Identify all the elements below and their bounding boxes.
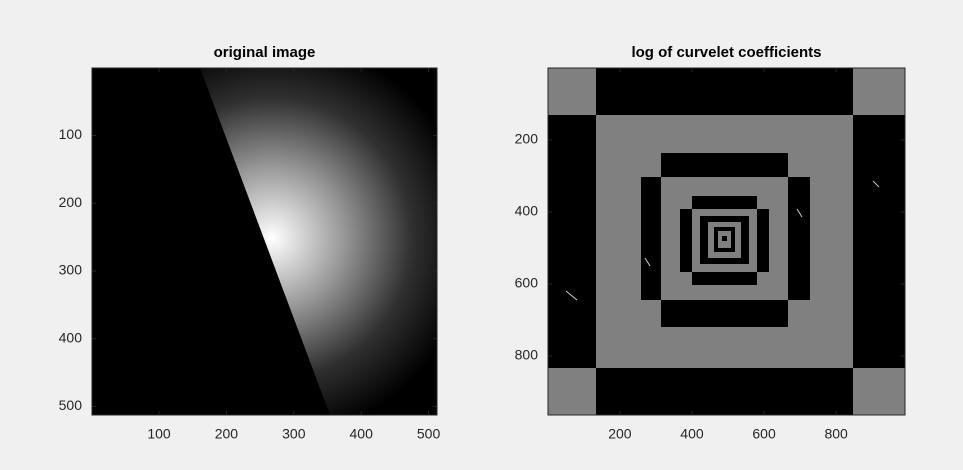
y-tick-label: 400	[515, 203, 539, 219]
x-tick-label: 800	[824, 426, 848, 442]
band	[853, 115, 905, 368]
band	[596, 368, 853, 415]
y-tick-label: 500	[59, 397, 83, 413]
y-tick-label: 400	[59, 329, 83, 345]
band	[548, 115, 596, 368]
band	[722, 236, 727, 241]
y-tick-label: 100	[59, 126, 83, 142]
x-tick-label: 400	[350, 426, 374, 442]
x-tick-label: 200	[608, 426, 632, 442]
band	[596, 68, 853, 115]
x-tick-label: 500	[417, 426, 441, 442]
x-tick-label: 200	[215, 426, 239, 442]
x-tick-label: 400	[680, 426, 704, 442]
figure: original image 100 200 300 400 500 100 200 300 40…	[0, 0, 963, 470]
axes-title: log of curvelet coefficients	[631, 44, 821, 61]
band	[661, 153, 788, 177]
y-tick-label: 600	[515, 275, 539, 291]
band	[641, 177, 661, 300]
image-curvelet	[548, 68, 905, 415]
band	[788, 177, 810, 300]
axes-title: original image	[214, 44, 316, 61]
x-tick-label: 600	[752, 426, 776, 442]
image-original	[92, 68, 437, 415]
y-tick-label: 200	[59, 194, 83, 210]
y-tick-label: 300	[59, 262, 83, 278]
y-tick-label: 200	[515, 131, 539, 147]
band	[661, 300, 788, 327]
y-tick-label: 800	[515, 347, 539, 363]
x-tick-label: 300	[282, 426, 306, 442]
x-tick-label: 100	[147, 426, 171, 442]
